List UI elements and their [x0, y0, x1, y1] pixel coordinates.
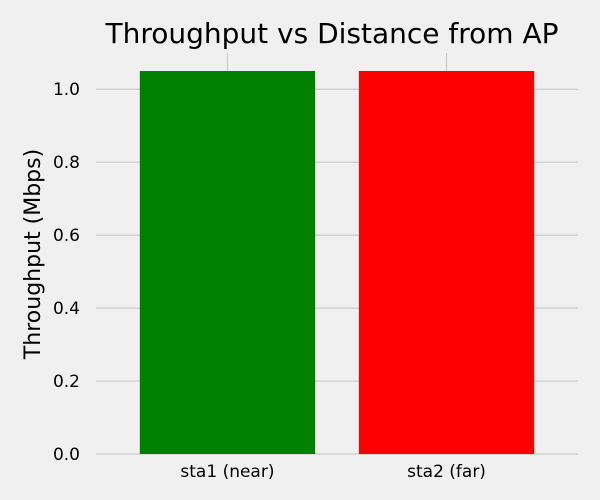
x-tick-label: sta2 (far)	[407, 462, 486, 482]
bar-layer	[139, 71, 535, 454]
x-tick-label: sta1 (near)	[180, 462, 274, 482]
y-tick-label: 0.4	[53, 299, 80, 319]
x-tick-labels: sta1 (near) sta2 (far)	[180, 462, 486, 482]
y-axis-label: Throughput (Mbps)	[21, 149, 46, 360]
y-tick-label: 1.0	[53, 80, 80, 100]
chart-title: Throughput vs Distance from AP	[104, 17, 558, 50]
y-tick-label: 0.6	[53, 226, 80, 246]
y-tick-label: 0.2	[53, 372, 80, 392]
y-tick-label: 0.0	[53, 445, 80, 465]
y-tick-label: 0.8	[53, 153, 80, 173]
bar-1	[139, 71, 316, 454]
y-tick-labels: 0.0 0.2 0.4 0.6 0.8 1.0	[53, 80, 80, 465]
bar-2	[358, 71, 535, 454]
